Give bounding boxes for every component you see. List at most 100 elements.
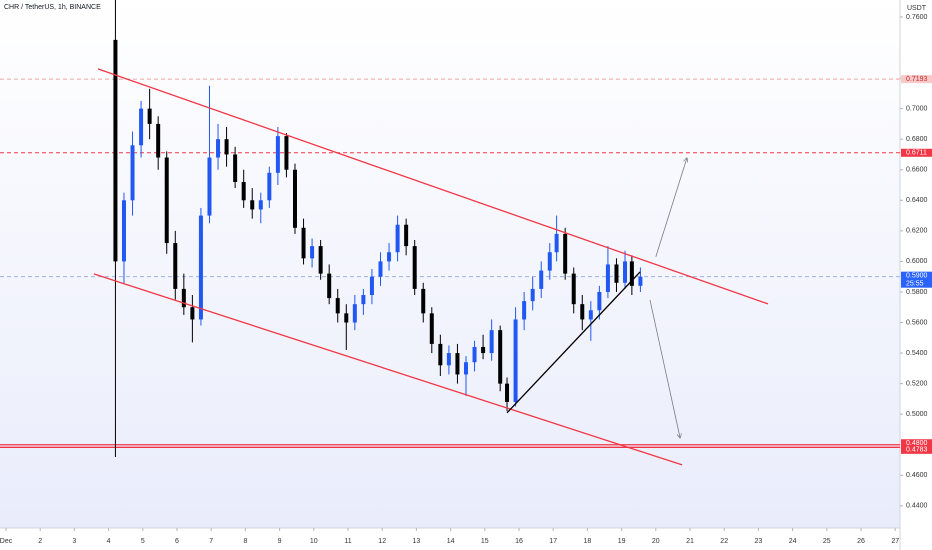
x-tick-label: 13 xyxy=(412,538,420,545)
x-tick-label: 20 xyxy=(652,538,660,545)
candle-body xyxy=(580,304,585,320)
price-label-box xyxy=(901,271,932,288)
candle-body xyxy=(429,313,434,344)
x-tick-label: 14 xyxy=(447,538,455,545)
candle-body xyxy=(310,246,315,259)
candle-body xyxy=(571,273,576,305)
candle-body xyxy=(387,252,392,262)
chart-title: CHR / TetherUS, 1h, BINANCE xyxy=(4,4,101,11)
candle-body xyxy=(605,264,610,292)
candle-body xyxy=(113,39,118,262)
candle-body xyxy=(233,154,238,182)
candle-body xyxy=(156,123,161,158)
x-tick-label: 9 xyxy=(278,538,282,545)
y-tick-label: 0.5600 xyxy=(906,319,928,326)
candle-body xyxy=(421,288,426,314)
candle-body xyxy=(547,252,552,271)
y-tick-label: 0.4600 xyxy=(906,472,928,479)
candle-body xyxy=(344,313,349,323)
arrow xyxy=(649,299,680,438)
arrow xyxy=(655,158,687,257)
y-tick-label: 0.5400 xyxy=(906,350,928,357)
axes: 0.76000.72000.70000.68000.66000.64000.62… xyxy=(0,14,932,545)
candle-body xyxy=(250,200,255,210)
candle-body xyxy=(139,108,144,146)
x-tick-label: 18 xyxy=(584,538,592,545)
x-tick-label: 25 xyxy=(823,538,831,545)
price-label: 0.4800 xyxy=(906,440,928,447)
candle-body xyxy=(513,319,518,402)
candle-body xyxy=(489,330,494,354)
currency-label: USDT xyxy=(907,5,927,12)
candle-body xyxy=(121,200,126,262)
candle-body xyxy=(190,307,195,320)
x-tick-label: 10 xyxy=(310,538,318,545)
candle-body xyxy=(284,136,289,170)
y-tick-label: 0.6000 xyxy=(906,258,928,265)
price-label: 0.7193 xyxy=(906,76,928,83)
candle-body xyxy=(216,139,221,158)
candle-body xyxy=(455,353,460,375)
candle-body xyxy=(224,139,229,155)
trend-line xyxy=(506,271,641,414)
candle-body xyxy=(472,346,477,363)
candle-body xyxy=(597,291,602,311)
x-tick-label: 21 xyxy=(686,538,694,545)
candle-body xyxy=(292,169,297,228)
candle-body xyxy=(588,310,593,320)
x-tick-label: 22 xyxy=(720,538,728,545)
y-tick-label: 0.5200 xyxy=(906,380,928,387)
y-tick-label: 0.6600 xyxy=(906,167,928,174)
y-tick-label: 0.6800 xyxy=(906,136,928,143)
candle-body xyxy=(318,246,323,274)
x-tick-label: 26 xyxy=(857,538,865,545)
candle-body xyxy=(378,261,383,277)
candle-body xyxy=(438,343,443,366)
price-label-box xyxy=(901,75,932,84)
plot-area xyxy=(0,0,900,466)
candle-body xyxy=(463,362,468,375)
x-tick-label: 7 xyxy=(209,538,213,545)
candle-body xyxy=(412,246,417,289)
candle-body xyxy=(481,346,486,354)
y-tick-label: 0.6400 xyxy=(906,197,928,204)
candle-body xyxy=(173,243,178,289)
y-tick-label: 0.7600 xyxy=(906,14,928,21)
candle-body xyxy=(629,261,634,286)
candle-body xyxy=(498,330,503,384)
candle-body xyxy=(522,301,527,320)
x-tick-label: 17 xyxy=(549,538,557,545)
price-label: 0.5900 xyxy=(906,273,928,280)
candle-body xyxy=(335,298,340,314)
x-tick-label: 16 xyxy=(515,538,523,545)
x-tick-label: 3 xyxy=(72,538,76,545)
candle-body xyxy=(207,157,212,216)
candle-body xyxy=(130,145,135,201)
candle-body xyxy=(614,264,619,283)
y-tick-label: 0.6200 xyxy=(906,228,928,235)
trend-line xyxy=(97,68,769,305)
price-label: 0.4783 xyxy=(906,447,928,454)
candle-body xyxy=(198,215,203,320)
candle-body xyxy=(267,172,272,201)
candle-body xyxy=(181,288,186,308)
candle-body xyxy=(258,200,263,210)
candle-body xyxy=(301,227,306,259)
candle-body xyxy=(327,273,332,299)
x-tick-label: 6 xyxy=(175,538,179,545)
candle-body xyxy=(369,276,374,296)
candle-body xyxy=(563,233,568,274)
x-tick-label: 19 xyxy=(618,538,626,545)
candle-body xyxy=(554,233,559,253)
trend-line xyxy=(93,273,683,466)
candle-body xyxy=(530,288,535,302)
candle-body xyxy=(539,270,544,289)
candle-body xyxy=(275,136,280,173)
candle-body xyxy=(352,304,357,323)
x-tick-label: Dec xyxy=(0,538,13,545)
candle-body xyxy=(404,224,409,247)
x-tick-label: 24 xyxy=(789,538,797,545)
candle-body xyxy=(147,108,152,124)
x-tick-label: 4 xyxy=(107,538,111,545)
